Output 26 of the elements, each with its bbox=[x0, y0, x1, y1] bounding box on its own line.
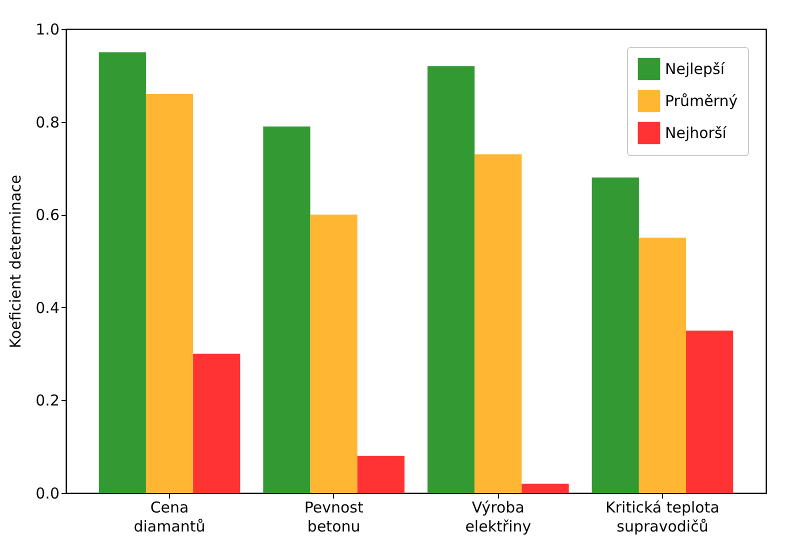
y-tick-label: 0.0 bbox=[36, 484, 60, 502]
y-tick-label: 0.8 bbox=[36, 113, 60, 132]
legend-label: Nejhorší bbox=[665, 124, 728, 142]
x-tick-label: Výroba elektřiny bbox=[465, 498, 532, 536]
bar bbox=[263, 126, 310, 493]
y-tick-label: 0.6 bbox=[36, 206, 60, 224]
bar bbox=[592, 177, 639, 493]
x-tick-label: Cena diamantů bbox=[134, 498, 206, 536]
bar bbox=[310, 214, 358, 493]
y-tick-label: 0.2 bbox=[36, 392, 60, 410]
legend-label: Průměrný bbox=[665, 92, 738, 110]
bar bbox=[98, 52, 146, 493]
y-axis-title: Koeficient determinace bbox=[6, 174, 25, 348]
bar bbox=[638, 238, 686, 493]
bar bbox=[357, 456, 404, 493]
x-tick-label: Kritická teplota supravodičů bbox=[606, 498, 720, 536]
bar bbox=[686, 330, 734, 493]
x-tick-label: Pevnost betonu bbox=[304, 498, 364, 536]
legend-label: Nejlepší bbox=[665, 60, 726, 78]
bar bbox=[474, 154, 522, 493]
bar bbox=[193, 354, 240, 493]
bar bbox=[522, 484, 569, 493]
y-tick-label: 0.4 bbox=[36, 298, 60, 317]
bar bbox=[428, 66, 475, 493]
bar bbox=[146, 94, 194, 493]
y-tick-label: 1.0 bbox=[36, 20, 60, 38]
